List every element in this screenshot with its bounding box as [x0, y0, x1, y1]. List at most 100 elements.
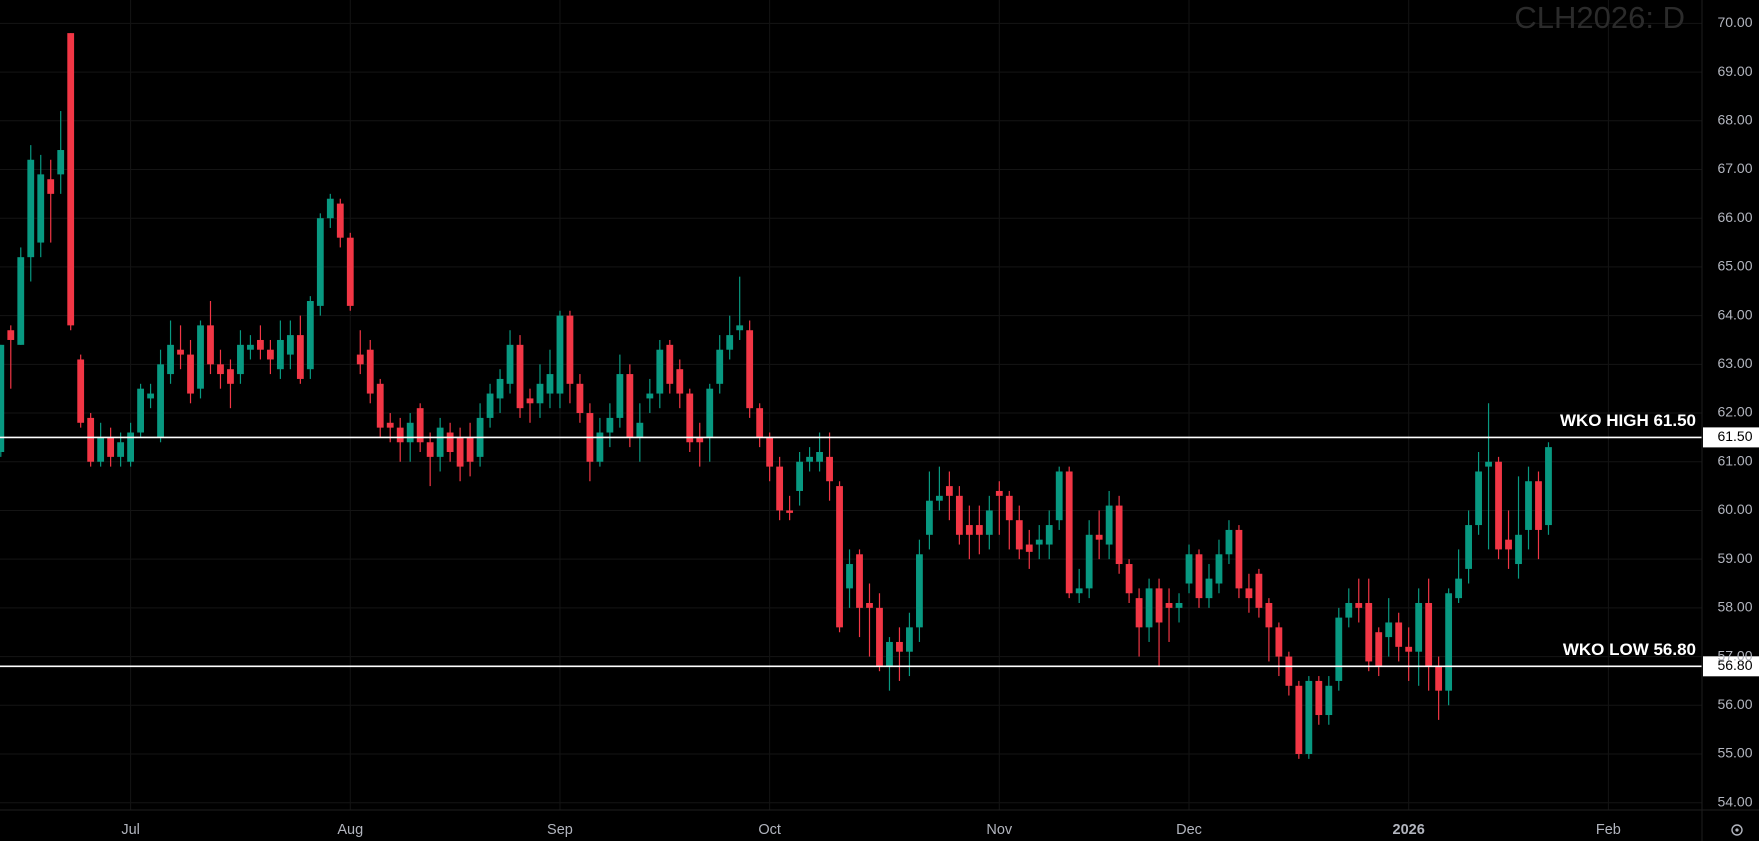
- candle-body: [177, 349, 184, 355]
- candle-body: [1125, 564, 1133, 594]
- candle-body: [955, 495, 963, 535]
- candle-body: [406, 422, 414, 443]
- candle-body: [1435, 666, 1443, 691]
- level-label: WKO HIGH 61.50: [1560, 411, 1696, 430]
- candle-body: [1245, 588, 1253, 599]
- candle-body: [456, 437, 464, 467]
- level-price-label: 56.80: [1717, 657, 1752, 673]
- candle-body: [546, 374, 554, 394]
- candle-body: [1345, 602, 1353, 618]
- candle-body: [1365, 602, 1373, 662]
- candle-body: [0, 344, 5, 453]
- candle-body: [756, 408, 764, 438]
- candle-body: [1035, 539, 1043, 545]
- candle-body: [616, 374, 624, 418]
- candle-body: [985, 510, 993, 535]
- candle-body: [107, 437, 115, 457]
- candle-body: [506, 344, 514, 384]
- candle-body: [266, 349, 274, 360]
- y-tick-label: 59.00: [1717, 550, 1752, 566]
- candle-body: [816, 452, 823, 462]
- candle-body: [1335, 617, 1343, 681]
- candle-body: [1025, 544, 1033, 552]
- candle-body: [257, 339, 264, 350]
- candle-body: [646, 393, 654, 399]
- candle-body: [935, 495, 943, 501]
- candle-body: [1145, 588, 1153, 628]
- candle-body: [866, 602, 873, 608]
- candle-body: [1115, 505, 1123, 565]
- candle-body: [926, 500, 933, 535]
- candle-body: [1505, 539, 1512, 550]
- candle-body: [556, 315, 564, 394]
- level-label: WKO LOW 56.80: [1563, 640, 1696, 659]
- candle-body: [157, 364, 164, 438]
- candle-body: [97, 437, 105, 462]
- candle-body: [496, 378, 504, 399]
- candle-body: [1005, 495, 1013, 521]
- y-tick-label: 60.00: [1717, 501, 1752, 517]
- candle-body: [366, 349, 374, 394]
- candle-body: [316, 218, 324, 306]
- candle-body: [87, 417, 95, 462]
- candle-body: [1475, 471, 1482, 526]
- candle-body: [17, 257, 25, 345]
- candle-body: [1235, 529, 1243, 589]
- y-tick-label: 54.00: [1717, 793, 1752, 809]
- candle-body: [736, 325, 744, 331]
- candle-body: [1175, 602, 1183, 608]
- candle-body: [1515, 534, 1522, 565]
- candle-body: [446, 432, 454, 453]
- candle-body: [945, 486, 953, 496]
- candle-body: [975, 525, 983, 535]
- candle-body: [906, 627, 913, 652]
- candle-body: [896, 641, 903, 652]
- candle-body: [7, 330, 15, 340]
- candle-body: [806, 456, 813, 462]
- candle-body: [1485, 461, 1492, 467]
- candle-body: [1325, 685, 1333, 716]
- candle-body: [386, 422, 394, 428]
- candle-body: [606, 417, 614, 433]
- candle-body: [1255, 573, 1263, 608]
- candle-body: [237, 344, 244, 375]
- candle-body: [167, 344, 174, 375]
- candle-body: [227, 369, 234, 384]
- candle-body: [1495, 461, 1502, 550]
- y-tick-label: 70.00: [1717, 14, 1752, 30]
- candle-body: [276, 339, 284, 370]
- x-tick-label: 2026: [1393, 822, 1425, 838]
- candle-body: [676, 369, 684, 394]
- candle-body: [886, 641, 893, 667]
- candle-body: [207, 325, 214, 365]
- x-tick-label: Sep: [547, 822, 573, 838]
- candle-body: [1415, 602, 1423, 652]
- candle-body: [706, 388, 714, 438]
- settings-icon[interactable]: [1731, 824, 1743, 836]
- candle-body: [197, 325, 204, 389]
- candle-body: [296, 335, 304, 379]
- candle-body: [716, 349, 724, 384]
- x-tick-label: Jul: [121, 822, 140, 838]
- x-tick-label: Feb: [1596, 822, 1621, 838]
- candle-body: [1205, 578, 1213, 599]
- candle-body: [416, 408, 424, 443]
- y-tick-label: 67.00: [1717, 160, 1752, 176]
- y-tick-label: 56.00: [1717, 696, 1752, 712]
- candle-body: [117, 442, 125, 457]
- candle-body: [27, 159, 35, 258]
- candle-body: [536, 383, 544, 404]
- candle-body: [995, 490, 1003, 496]
- candle-body: [286, 335, 294, 355]
- settings-icon-ring: [1731, 824, 1743, 836]
- candle-body: [1045, 525, 1053, 545]
- candle-body: [876, 607, 883, 667]
- y-tick-label: 65.00: [1717, 258, 1752, 274]
- candle-body: [1015, 520, 1023, 550]
- candle-body: [1425, 602, 1433, 667]
- candle-body: [1215, 554, 1223, 584]
- candle-body: [356, 354, 364, 365]
- candle-body: [1395, 622, 1403, 647]
